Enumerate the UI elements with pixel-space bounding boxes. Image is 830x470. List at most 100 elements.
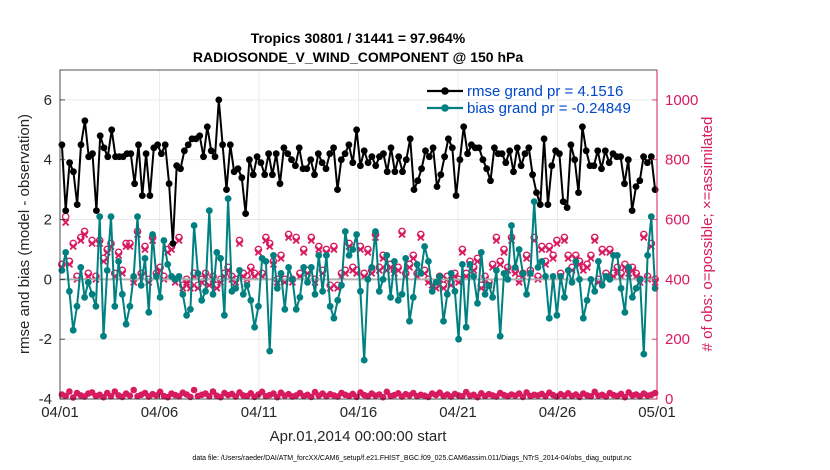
obs-assimilated-marker — [591, 236, 599, 245]
rmse-series — [58, 96, 659, 247]
bias-point — [477, 249, 485, 256]
rmse-point — [142, 150, 150, 158]
rmse-point — [314, 150, 322, 158]
obs-assimilated-marker — [640, 233, 648, 242]
bias-point — [130, 273, 138, 280]
rmse-point — [234, 165, 242, 173]
obs-assimilated-marker — [307, 236, 315, 245]
rmse-point — [391, 168, 399, 176]
bias-point — [315, 252, 323, 259]
rmse-point — [402, 156, 410, 164]
obs-assimilated-stroke — [640, 233, 648, 242]
bias-point — [409, 293, 417, 301]
y-right-tick-label: 800 — [665, 152, 690, 169]
obs-rejected-marker — [209, 388, 217, 395]
bias-point — [447, 270, 455, 277]
obs-assimilated-stroke — [341, 269, 349, 278]
rmse-point — [269, 171, 276, 179]
obs-assimilated-marker — [167, 245, 176, 254]
rmse-point — [506, 147, 514, 155]
x-tick-label: 04/21 — [439, 404, 477, 421]
bias-point — [285, 264, 292, 271]
rmse-point — [257, 159, 265, 167]
obs-rejected-marker — [459, 393, 466, 400]
rmse-point — [445, 135, 452, 143]
y-right-tick-label: 400 — [665, 271, 690, 288]
rmse-point — [491, 144, 498, 152]
obs-assimilated-stroke — [587, 254, 595, 263]
obs-assimilated-stroke — [598, 248, 606, 257]
bias-point — [462, 323, 470, 331]
bias-point — [81, 293, 88, 301]
rmse-point — [284, 150, 292, 158]
bias-point — [470, 273, 478, 280]
obs-assimilated-marker — [292, 236, 300, 245]
obs-assimilated-stroke — [266, 242, 274, 251]
obs-assimilated-stroke — [330, 245, 338, 254]
bias-point — [425, 258, 432, 265]
obs-assimilated-marker — [492, 236, 501, 245]
rmse-point — [104, 153, 112, 161]
bias-point — [100, 332, 107, 340]
bias-point — [455, 335, 462, 343]
rmse-point — [502, 159, 510, 167]
obs-assimilated-stroke — [88, 239, 96, 248]
bias-point — [372, 228, 379, 235]
bias-point — [160, 237, 168, 244]
bias-point — [137, 281, 145, 289]
rmse-point — [628, 207, 636, 215]
rmse-point — [353, 126, 360, 134]
bias-point — [636, 276, 644, 283]
bias-point — [273, 284, 281, 292]
obs-assimilated-marker — [587, 254, 595, 263]
obs-rejected-marker — [107, 393, 115, 400]
obs-assimilated-marker — [598, 248, 606, 257]
bias-point — [107, 213, 115, 221]
obs-assimilated-stroke — [235, 239, 244, 248]
bias-point — [530, 198, 538, 206]
rmse-point — [219, 141, 227, 149]
obs-assimilated-marker — [254, 248, 263, 257]
bias-point — [187, 305, 194, 313]
bias-point — [156, 293, 164, 301]
bias-point — [96, 213, 104, 221]
bias-point — [221, 311, 228, 319]
obs-assimilated-marker — [458, 248, 467, 257]
rmse-point — [517, 162, 525, 170]
obs-assimilated-stroke — [167, 245, 176, 254]
rmse-point — [464, 150, 471, 158]
y-left-tick-label: -4 — [39, 391, 52, 408]
bias-point — [542, 273, 549, 280]
bias-point — [194, 270, 202, 277]
bias-point — [175, 273, 183, 280]
rmse-point — [383, 168, 391, 176]
obs-assimilated-stroke — [80, 230, 89, 239]
obs-rejected-marker — [383, 388, 391, 396]
rmse-point — [357, 162, 364, 170]
obs-assimilated-stroke — [545, 245, 553, 254]
bias-point — [443, 290, 451, 298]
bias-point — [647, 213, 655, 221]
rmse-point — [556, 150, 563, 158]
obs-assimilated-marker — [62, 218, 70, 227]
obs-assimilated-marker — [284, 233, 293, 242]
obs-assimilated-marker — [69, 242, 77, 251]
rmse-point — [594, 147, 602, 155]
rmse-point — [295, 144, 303, 152]
obs-rejected-marker — [66, 388, 73, 395]
bias-point — [508, 222, 515, 229]
rmse-point — [441, 153, 448, 161]
obs-assimilated-stroke — [126, 242, 134, 251]
rmse-point — [414, 177, 422, 185]
obs-rejected-marker — [308, 393, 315, 401]
obs-assimilated-stroke — [262, 236, 270, 245]
obs-rejected-marker — [258, 388, 266, 396]
rmse-point — [624, 156, 632, 164]
bias-point — [239, 290, 247, 298]
obs-assimilated-stroke — [409, 254, 417, 263]
rmse-point — [617, 153, 624, 161]
bias-point — [277, 270, 285, 277]
rmse-point — [265, 150, 272, 158]
bias-point — [292, 305, 300, 313]
obs-assimilated-stroke — [606, 248, 614, 257]
